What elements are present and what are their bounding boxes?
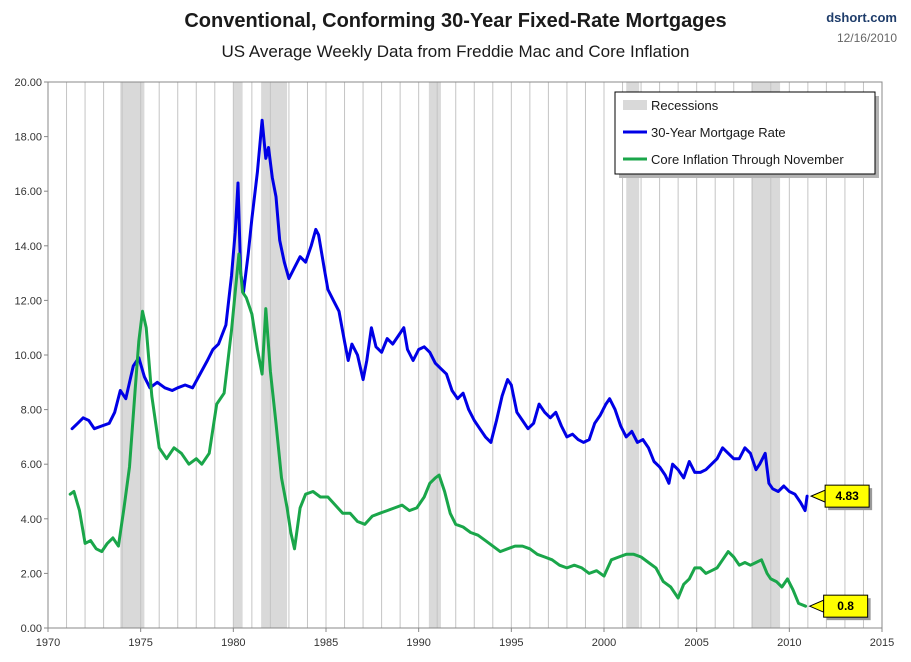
y-tick-label: 2.00 <box>21 568 42 580</box>
mortgage-rate-line <box>70 118 809 513</box>
y-tick-label: 8.00 <box>21 405 42 417</box>
y-tick-label: 12.00 <box>14 295 42 307</box>
core-inflation-line <box>68 252 808 608</box>
callout-0: 4.83 <box>809 484 873 511</box>
x-axis: 1970 1975 1980 1985 1990 1995 2000 2005 2010 2015 <box>36 628 894 649</box>
legend: Recessions 30-Year Mortgage Rate Core In… <box>614 91 879 178</box>
chart-subtitle: US Average Weekly Data from Freddie Mac … <box>221 42 690 61</box>
chart-title: Conventional, Conforming 30-Year Fixed-R… <box>184 10 727 32</box>
series-lines <box>68 118 809 608</box>
y-axis: 0.00 2.00 4.00 6.00 8.00 10.00 12.00 14.00 16.00… <box>14 77 48 635</box>
legend-label-recessions: Recessions <box>651 98 719 113</box>
legend-swatch-recessions <box>623 100 647 110</box>
legend-label-mortgage: 30-Year Mortgage Rate <box>651 125 786 140</box>
callout-box <box>824 484 870 508</box>
recession-band-4 <box>626 82 640 628</box>
y-tick-label: 4.00 <box>21 514 42 526</box>
legend-box <box>614 91 876 175</box>
callout-1: 0.8 <box>808 594 871 621</box>
callout-pointer <box>808 599 825 613</box>
y-tick-label: 16.00 <box>14 186 42 198</box>
callout-pointer <box>809 489 826 503</box>
x-tick-label: 1970 <box>36 637 60 649</box>
y-tick-label: 6.00 <box>21 459 42 471</box>
x-tick-label: 1995 <box>499 637 523 649</box>
y-tick-label: 0.00 <box>21 623 42 635</box>
x-tick-label: 1975 <box>128 637 152 649</box>
x-tick-label: 2010 <box>777 637 801 649</box>
x-tick-label: 2005 <box>684 637 708 649</box>
y-tick-label: 20.00 <box>14 77 42 89</box>
y-tick-label: 18.00 <box>14 132 42 144</box>
callout-label: 0.8 <box>837 599 854 613</box>
date-label: 12/16/2010 <box>836 31 897 45</box>
x-tick-label: 2000 <box>592 637 616 649</box>
y-tick-label: 14.00 <box>14 241 42 253</box>
x-tick-label: 1985 <box>314 637 338 649</box>
legend-label-inflation: Core Inflation Through November <box>651 152 844 167</box>
x-tick-label: 1980 <box>221 637 245 649</box>
callouts: 4.83 0.8 <box>808 484 873 621</box>
x-tick-label: 1990 <box>406 637 430 649</box>
callout-label: 4.83 <box>835 489 859 503</box>
y-tick-label: 10.00 <box>14 350 42 362</box>
recession-band-3 <box>428 82 441 628</box>
recession-band-2 <box>261 82 288 628</box>
source-label: dshort.com <box>826 10 897 25</box>
x-tick-label: 2015 <box>870 637 894 649</box>
callout-box <box>823 594 869 618</box>
recession-band-1 <box>233 82 243 628</box>
